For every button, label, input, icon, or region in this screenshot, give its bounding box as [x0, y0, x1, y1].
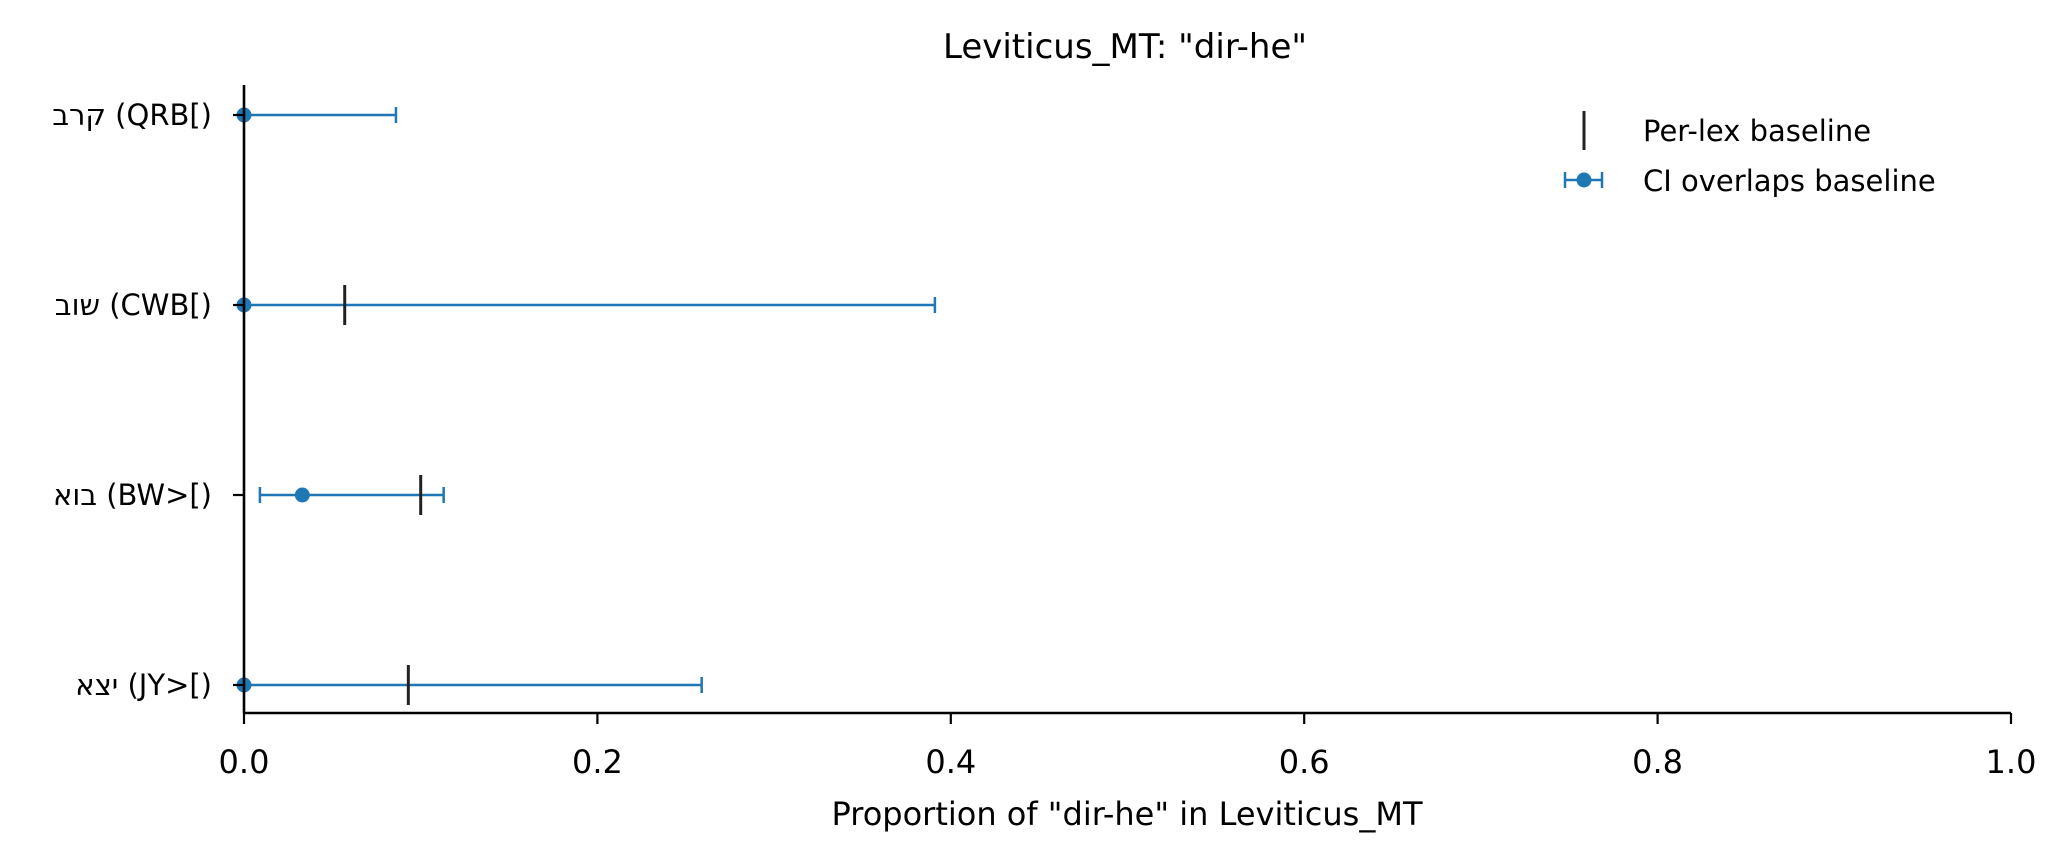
- chart-title: Leviticus_MT: "dir-he": [943, 27, 1307, 67]
- plot-area: [236, 107, 937, 705]
- x-tick-label: 0.0: [219, 743, 270, 781]
- x-tick-label: 0.8: [1632, 743, 1683, 781]
- x-tick-label: 0.4: [925, 743, 976, 781]
- y-axis-ticks: קרב (QRB[) שוב (CWB[) בוא (BW>[) יצא (JY>[): [52, 98, 244, 702]
- y-tick-label: יצא (JY>[): [75, 668, 212, 702]
- legend: Per-lex baseline CI overlaps baseline: [1563, 111, 1936, 198]
- y-tick-label: קרב (QRB[): [52, 98, 212, 132]
- y-tick-label: בוא (BW>[): [53, 478, 212, 512]
- y-tick-label: שוב (CWB[): [55, 288, 212, 322]
- x-axis-label: Proportion of "dir-he" in Leviticus_MT: [832, 795, 1423, 833]
- legend-point-swatch-dot: [1576, 172, 1592, 188]
- x-tick-label: 1.0: [1986, 743, 2037, 781]
- legend-baseline-label: Per-lex baseline: [1643, 114, 1871, 148]
- x-axis-ticks: 0.0 0.2 0.4 0.6 0.8 1.0: [219, 713, 2037, 781]
- legend-point-label: CI overlaps baseline: [1643, 164, 1936, 198]
- x-tick-label: 0.2: [572, 743, 623, 781]
- estimate-point: [294, 487, 310, 503]
- x-tick-label: 0.6: [1279, 743, 1330, 781]
